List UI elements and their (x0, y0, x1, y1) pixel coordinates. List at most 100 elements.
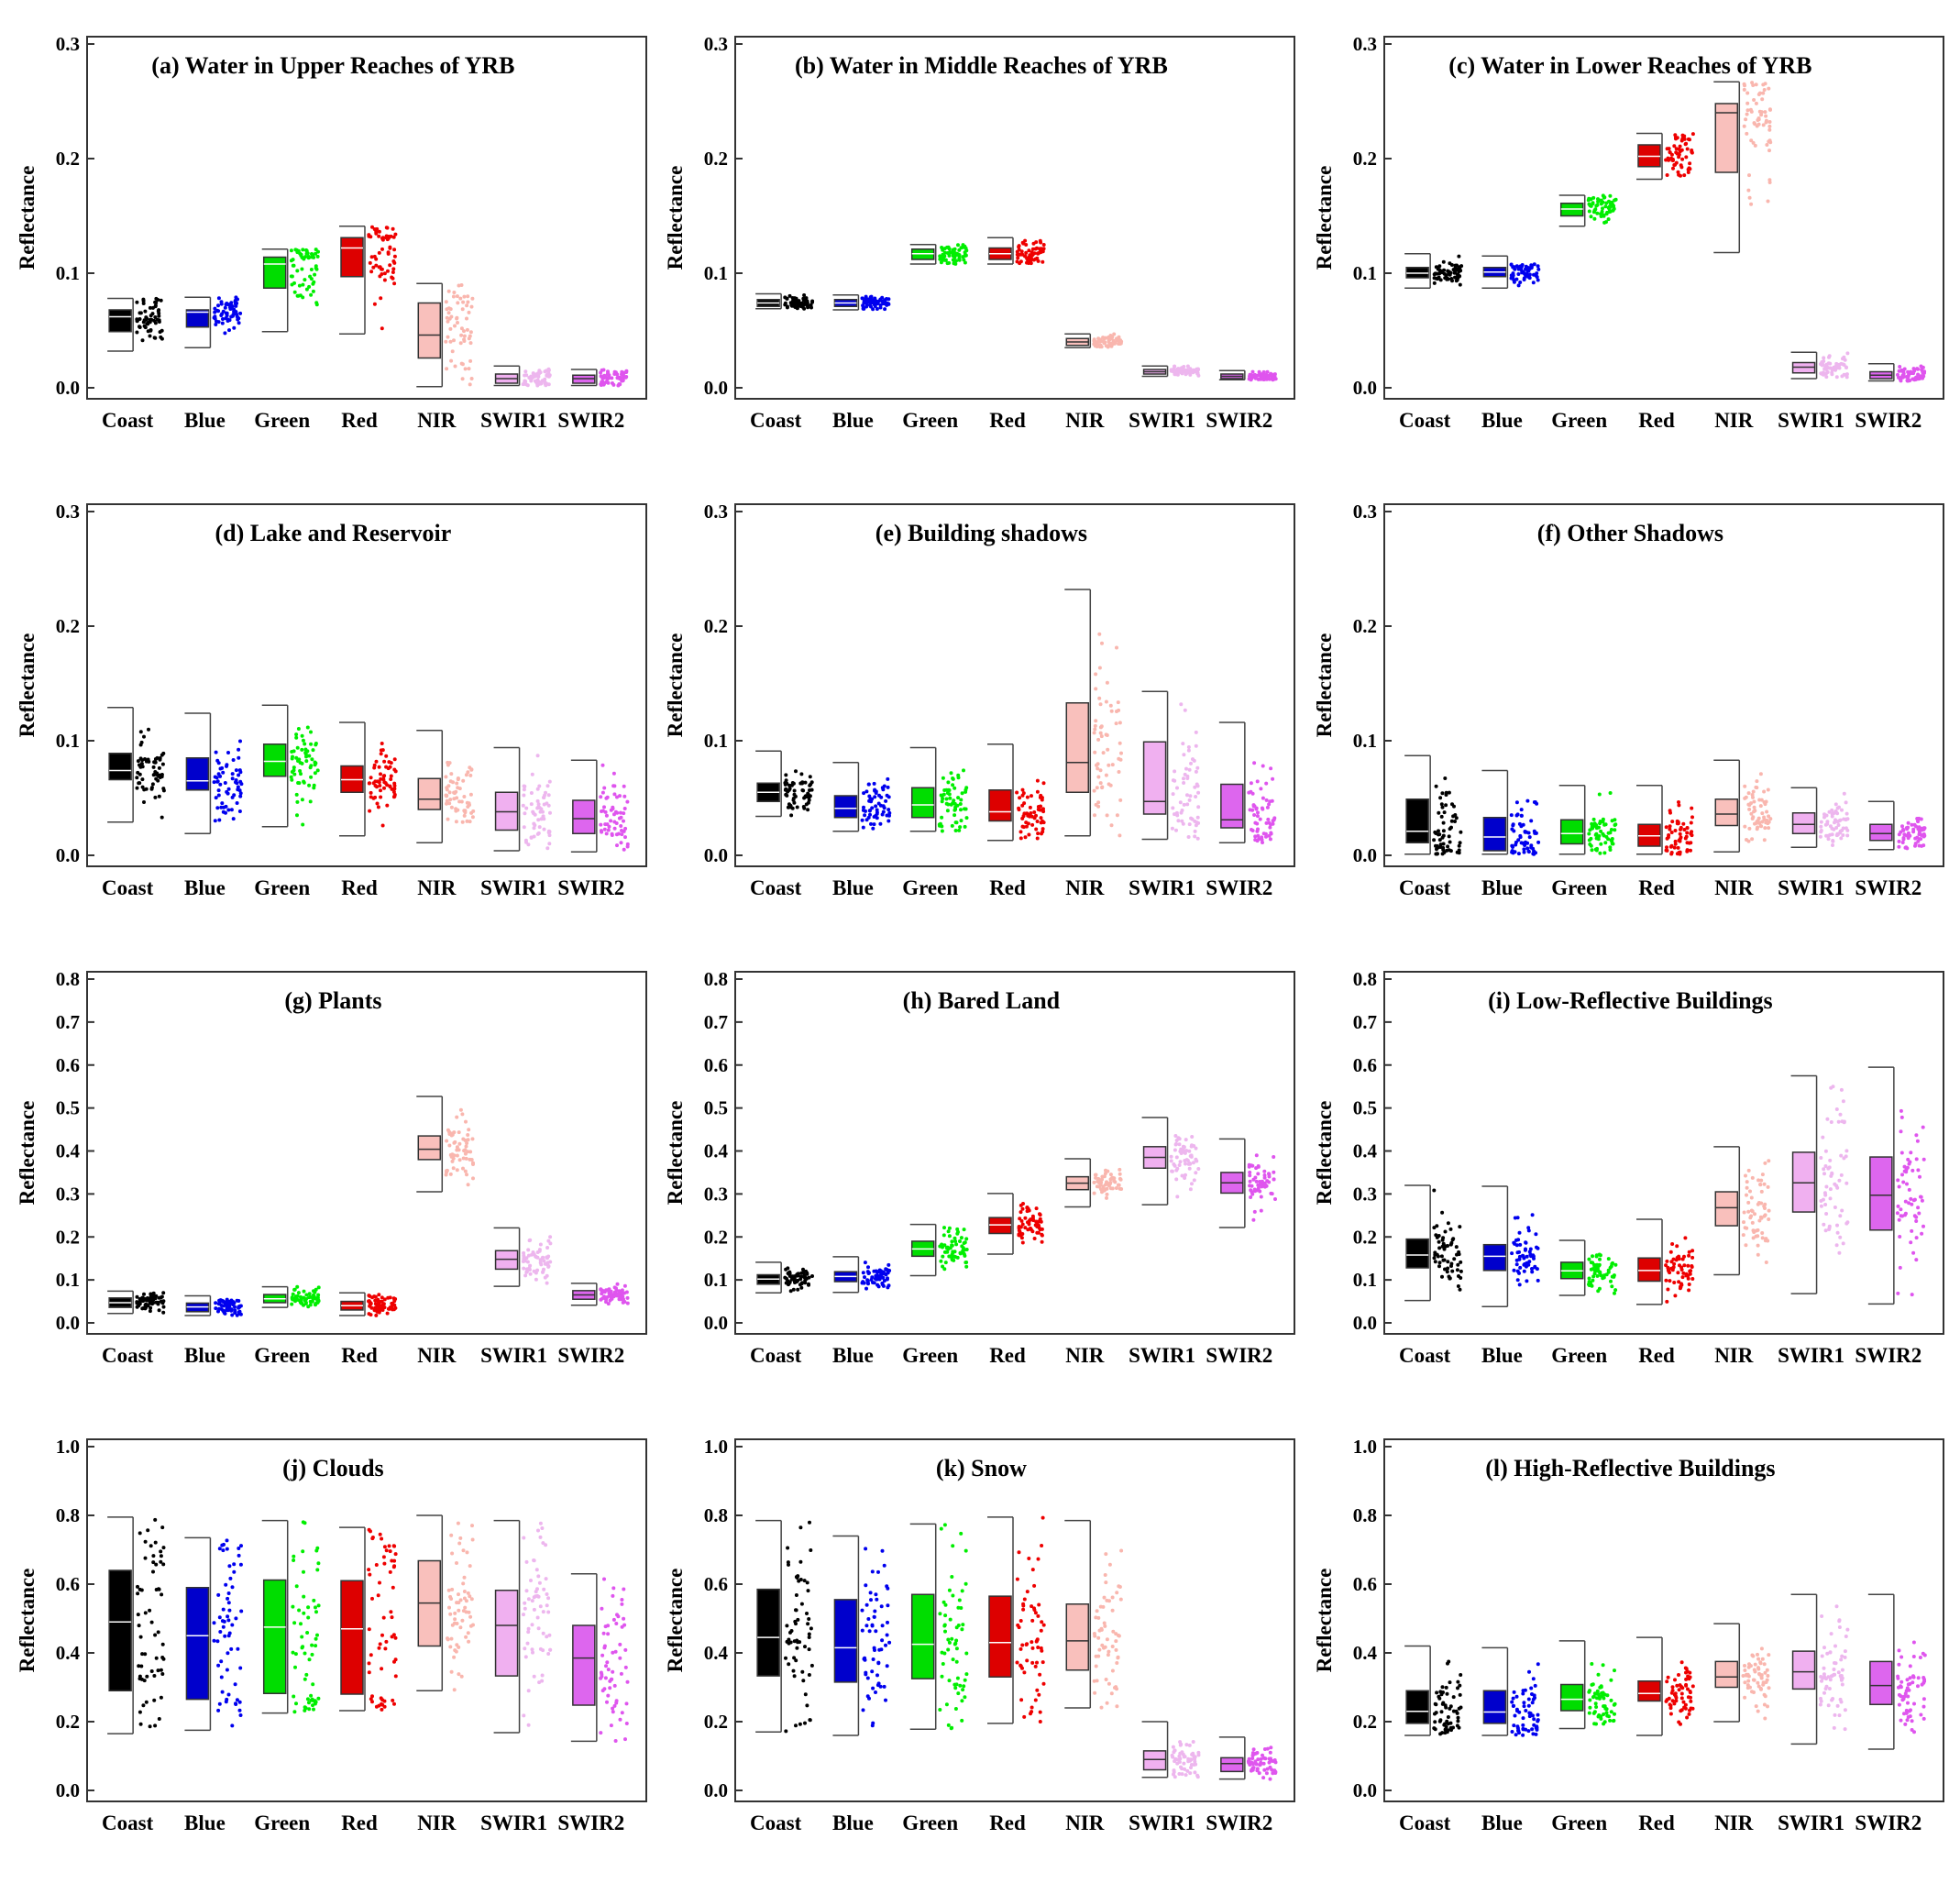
data-point (1117, 708, 1121, 712)
data-point (1194, 769, 1198, 774)
data-point (1606, 1268, 1611, 1272)
data-point (1196, 373, 1201, 378)
data-point (619, 824, 623, 828)
data-point (525, 1260, 530, 1264)
data-point (381, 777, 386, 782)
data-point (625, 844, 630, 849)
data-point (1041, 827, 1045, 831)
data-point (464, 1599, 468, 1603)
data-point (145, 322, 149, 325)
data-point (1899, 1129, 1903, 1134)
data-point (462, 809, 467, 813)
data-point (301, 295, 305, 300)
data-point (378, 784, 382, 787)
data-point (147, 727, 150, 732)
y-tick-label: 0.0 (56, 377, 80, 399)
data-point (1918, 377, 1921, 380)
x-tick-label: NIR (417, 409, 457, 432)
y-axis-label: Reflectance (16, 1569, 39, 1673)
data-point (391, 1698, 395, 1702)
data-point (230, 1723, 235, 1728)
data-point (1897, 839, 1901, 843)
data-point (1455, 1268, 1459, 1272)
scatter-nir (444, 760, 476, 824)
x-tick-label: SWIR2 (557, 1811, 624, 1834)
panel-frame (86, 503, 647, 867)
data-point (866, 1265, 870, 1270)
data-point (300, 1635, 304, 1639)
data-point (449, 1669, 454, 1674)
data-point (943, 258, 948, 262)
data-point (316, 249, 320, 254)
data-point (1915, 367, 1920, 371)
data-point (1516, 267, 1521, 271)
data-point (1834, 810, 1839, 815)
x-tick-label: NIR (417, 1811, 457, 1834)
data-point (295, 1297, 300, 1302)
data-point (1180, 368, 1184, 372)
data-point (1896, 1204, 1900, 1208)
data-point (1669, 156, 1674, 160)
data-point (393, 769, 398, 774)
data-point (1105, 1192, 1109, 1196)
data-point (1248, 1170, 1252, 1174)
data-point (879, 795, 884, 799)
data-point (393, 1657, 398, 1662)
data-point (229, 808, 234, 812)
data-point (1767, 120, 1772, 124)
data-point (239, 1609, 244, 1613)
data-point (1687, 1283, 1691, 1286)
data-point (220, 1619, 225, 1624)
data-point (1435, 847, 1438, 852)
data-point (142, 1292, 146, 1296)
data-point (543, 369, 547, 374)
data-point (1264, 820, 1269, 825)
data-point (1595, 211, 1600, 215)
data-point (1115, 336, 1118, 341)
data-point (805, 1703, 809, 1708)
data-point (1018, 1217, 1022, 1221)
data-point (941, 1254, 945, 1259)
data-point (1453, 266, 1458, 270)
data-point (600, 1292, 604, 1296)
y-tick-label: 0.4 (56, 1140, 81, 1162)
data-point (1906, 831, 1910, 835)
data-point (301, 822, 305, 827)
data-point (456, 786, 460, 790)
data-point (1023, 835, 1028, 840)
data-point (523, 838, 528, 842)
data-point (949, 802, 953, 807)
data-point (1038, 808, 1042, 812)
data-point (1038, 1212, 1041, 1217)
data-point (217, 1547, 222, 1551)
data-point (1169, 1159, 1173, 1163)
data-point (538, 1604, 543, 1609)
data-point (1250, 1184, 1254, 1188)
data-point (869, 298, 874, 303)
x-tick-label: Green (902, 1344, 958, 1367)
data-point (612, 784, 617, 788)
data-point (1190, 1135, 1195, 1139)
data-point (1754, 83, 1758, 87)
data-point (452, 790, 457, 795)
data-point (1432, 838, 1437, 842)
data-point (1668, 810, 1672, 815)
data-point (225, 789, 229, 794)
data-point (468, 820, 472, 824)
data-point (952, 258, 956, 262)
data-point (783, 295, 787, 300)
data-point (864, 1286, 868, 1291)
scatter-coast (135, 727, 166, 820)
data-point (1598, 851, 1602, 855)
x-tick-label: SWIR1 (1778, 876, 1844, 899)
data-point (807, 1647, 811, 1652)
data-point (1253, 820, 1258, 825)
data-point (1447, 834, 1451, 839)
data-point (456, 301, 460, 305)
data-point (1195, 765, 1200, 770)
y-tick-label: 0.1 (1353, 730, 1377, 752)
data-point (600, 809, 605, 813)
y-tick-label: 0.6 (704, 1573, 728, 1595)
y-tick-label: 0.8 (704, 968, 728, 990)
data-point (226, 317, 230, 322)
